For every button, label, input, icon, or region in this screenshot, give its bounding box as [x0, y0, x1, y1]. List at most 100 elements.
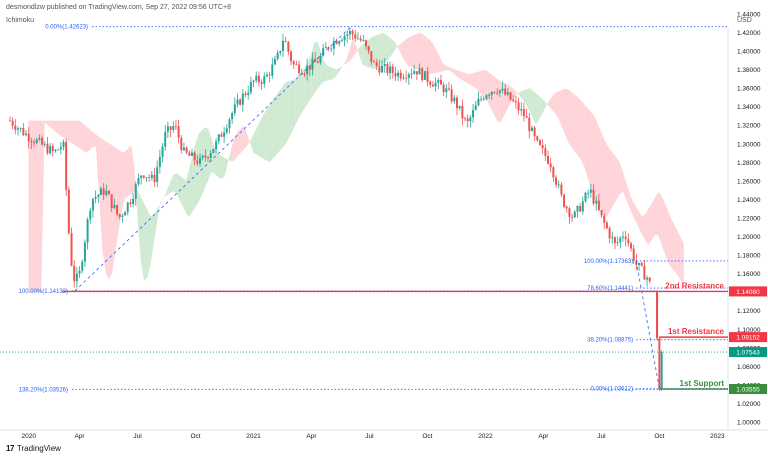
candle-body — [217, 134, 220, 142]
candle-body — [619, 237, 622, 243]
candle-body — [611, 237, 614, 239]
candle-body — [150, 174, 153, 178]
candle-body — [498, 90, 501, 93]
candle-body — [576, 206, 579, 212]
price-axis[interactable]: 1.000001.020001.040001.060001.080001.100… — [729, 11, 767, 427]
candle-body — [113, 205, 116, 209]
cloud-segment — [160, 197, 164, 204]
candle-body — [158, 156, 161, 168]
cloud-segment — [124, 148, 129, 199]
cloud-segment — [609, 148, 614, 212]
candle-body — [563, 194, 566, 207]
cloud-segment — [597, 122, 601, 209]
candle-body — [83, 242, 86, 262]
y-tick-label: 1.28000 — [737, 160, 761, 167]
candle-body — [27, 133, 30, 142]
candle-body — [356, 38, 359, 40]
cloud-segment — [375, 34, 379, 69]
candle-body — [346, 34, 349, 36]
candle-body — [660, 352, 663, 390]
cloud-segment — [157, 202, 161, 224]
level-price-tag — [729, 286, 767, 297]
candle-body — [555, 177, 558, 185]
y-tick-label: 1.40000 — [737, 49, 761, 56]
cloud-segment — [651, 197, 655, 240]
candle-body — [405, 77, 408, 79]
ichimoku-cloud — [28, 32, 684, 293]
cloud-segment — [545, 100, 549, 107]
cloud-segment — [237, 128, 241, 157]
cloud-segment — [458, 70, 463, 81]
cloud-segment — [282, 82, 286, 148]
candle-body — [319, 55, 322, 63]
cloud-segment — [128, 145, 132, 197]
candle-body — [180, 137, 183, 151]
tradingview-brand[interactable]: 17 TradingView — [6, 444, 61, 453]
candle-body — [298, 64, 301, 73]
candle-body — [174, 125, 177, 127]
candle-body — [624, 236, 627, 240]
cloud-segment — [112, 145, 116, 274]
candle-body — [381, 65, 384, 73]
candle-body — [506, 92, 509, 95]
candle-body — [348, 30, 351, 35]
y-tick-label: 1.00000 — [737, 420, 761, 427]
level-price-tag-label: 1.14080 — [736, 289, 760, 296]
x-tick-label: Jul — [133, 433, 142, 440]
candle-body — [244, 93, 247, 95]
cloud-segment — [163, 190, 167, 199]
cloud-segment — [581, 100, 585, 167]
indicator-label[interactable]: Ichimoku — [6, 17, 35, 24]
candle-body — [439, 80, 442, 85]
candle-body — [255, 75, 258, 81]
x-tick-label: Apr — [538, 433, 549, 440]
time-axis[interactable]: 2020 Apr Jul Oct 2021 Apr Jul Oct 2022 Apr Jul Oct 2… — [22, 433, 725, 440]
last-price-tag-label: 1.07543 — [736, 350, 760, 357]
candle-body — [8, 120, 11, 122]
candle-body — [59, 147, 62, 150]
cloud-segment — [50, 120, 55, 131]
cloud-segment — [140, 196, 145, 281]
candle-body — [431, 84, 434, 87]
y-tick-label: 1.30000 — [737, 141, 761, 148]
candle-body — [188, 152, 191, 156]
cloud-segment — [253, 128, 257, 155]
candle-body — [314, 58, 317, 62]
candle-body — [295, 64, 298, 66]
cloud-segment — [413, 33, 418, 70]
candle-body — [177, 126, 180, 138]
cloud-segment — [626, 181, 630, 207]
candle-body — [571, 216, 574, 218]
candle-body — [397, 72, 400, 77]
candle-body — [35, 139, 38, 144]
candle-body — [421, 68, 424, 80]
candle-body — [608, 228, 611, 239]
cloud-segment — [263, 110, 267, 161]
cloud-segment — [234, 132, 238, 161]
cloud-segment — [468, 73, 472, 86]
candle-body — [260, 82, 263, 84]
cloud-segment — [346, 48, 350, 64]
x-tick-label: Jul — [597, 433, 606, 440]
cloud-segment — [240, 125, 244, 154]
cloud-segment — [603, 137, 607, 217]
cloud-segment — [224, 157, 228, 177]
candle-body — [413, 71, 416, 74]
candle-body — [592, 189, 595, 204]
candle-body — [474, 105, 477, 111]
candle-body — [477, 98, 480, 106]
candle-body — [142, 175, 145, 178]
candle-body — [517, 102, 520, 111]
candle-body — [579, 206, 582, 212]
cloud-segment — [256, 121, 260, 157]
candle-body — [30, 141, 33, 143]
candle-body — [182, 147, 185, 151]
candle-body — [603, 215, 606, 223]
fib-level-label: 78.60%(1.14441) — [587, 286, 633, 292]
candle-body — [466, 118, 469, 122]
cloud-segment — [632, 200, 636, 222]
candle-body — [324, 47, 327, 49]
candle-body — [568, 208, 571, 217]
candle-body — [429, 81, 432, 85]
